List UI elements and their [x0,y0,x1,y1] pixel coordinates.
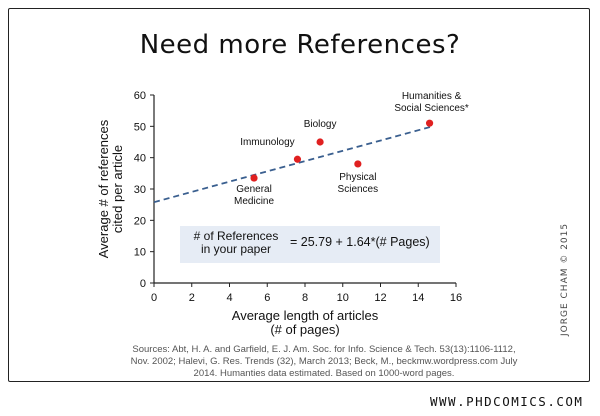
point-label: Physical Sciences [338,172,379,195]
y-tick-label: 60 [134,90,146,102]
y-tick-label: 30 [134,184,146,196]
equation-rhs: = 25.79 + 1.64*(# Pages) [290,235,430,249]
y-tick-label: 10 [134,247,146,259]
x-tick-label: 2 [189,292,195,304]
y-tick-label: 50 [134,121,146,133]
artist-signature: JORGE CHAM © 2015 [560,222,570,336]
site-url: WWW.PHDCOMICS.COM [430,394,584,409]
data-point [316,138,324,146]
x-tick-label: 0 [151,292,157,304]
point-label: Humanities & Social Sciences* [394,91,469,114]
point-label: Immunology [240,137,294,148]
point-label: General Medicine [234,184,274,207]
y-tick-label: 20 [134,215,146,227]
x-tick-label: 12 [374,292,386,304]
y-axis-title: Average # of referencescited per article [96,119,125,258]
sources-note: Sources: Abt, H. A. and Garfield, E. J. … [130,344,518,379]
x-tick-label: 4 [226,292,232,304]
data-point [293,155,302,163]
x-tick-label: 14 [412,292,424,304]
y-tick-label: 40 [134,153,146,165]
x-tick-label: 6 [264,292,270,304]
x-axis-title: Average length of articles (# of pages) [232,308,379,337]
x-tick-label: 10 [337,292,349,304]
x-tick-label: 8 [302,292,308,304]
data-point [354,160,362,168]
point-label: Biology [304,119,337,130]
data-point [425,119,434,127]
equation-lhs: # of References in your paper [194,229,279,256]
trend-line [153,125,434,204]
x-tick-label: 16 [450,292,462,304]
y-tick-label: 0 [140,278,146,290]
panel-border [8,8,590,382]
data-point [250,174,258,182]
equation-box [180,226,440,263]
comic-title: Need more References? [139,30,461,60]
